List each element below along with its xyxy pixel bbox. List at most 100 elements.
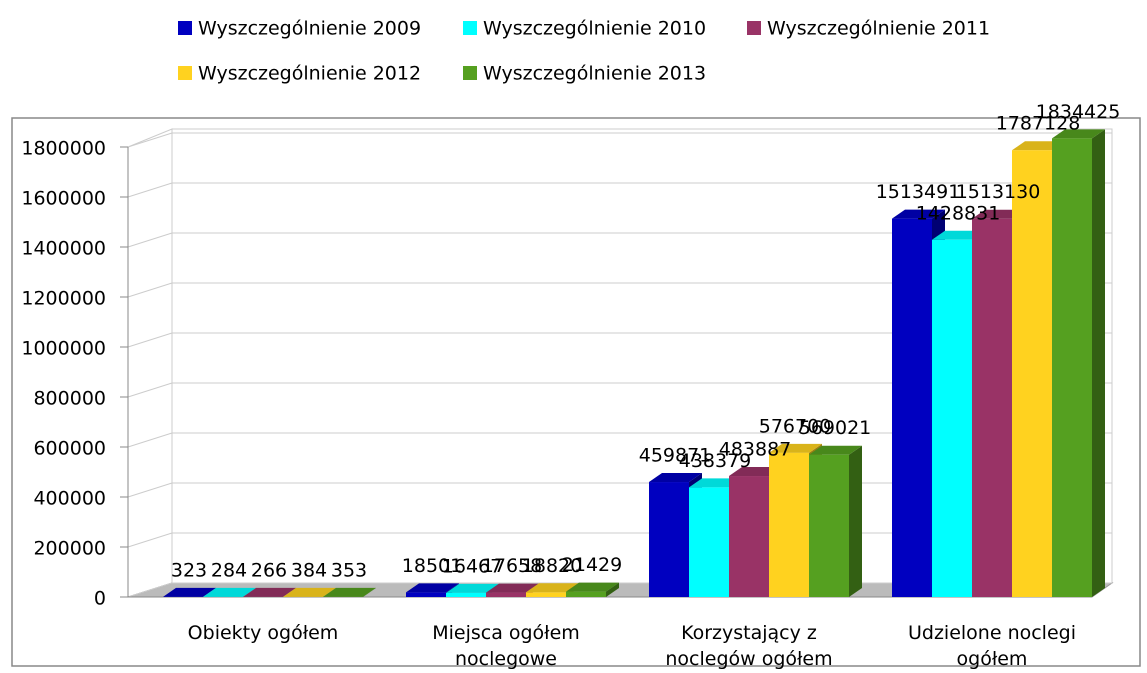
bar-face xyxy=(972,209,1025,219)
bar xyxy=(323,587,376,597)
data-label: 21429 xyxy=(562,554,622,576)
data-label: 1834425 xyxy=(1036,101,1121,123)
bar-face xyxy=(566,582,619,592)
bar-face xyxy=(809,445,862,455)
legend-swatch xyxy=(178,66,192,80)
bar-face xyxy=(729,467,782,477)
bar-face xyxy=(892,209,945,219)
legend-swatch xyxy=(747,21,761,35)
bar-face xyxy=(526,583,579,593)
bar-face xyxy=(1052,138,1092,598)
grid-line xyxy=(127,432,173,448)
data-label: 1513491 xyxy=(876,181,961,203)
bar-face xyxy=(689,487,729,597)
grid-line xyxy=(127,482,173,498)
bar-face xyxy=(1052,129,1105,139)
bar-face xyxy=(649,482,689,597)
bar-face xyxy=(526,592,566,597)
grid-line xyxy=(127,132,173,148)
y-tick-label: 1800000 xyxy=(21,138,106,160)
bar-face xyxy=(406,592,446,597)
data-label: 16467 xyxy=(442,555,502,577)
bar-face xyxy=(283,587,336,597)
legend-swatch xyxy=(463,21,477,35)
bar-face xyxy=(972,218,1012,597)
data-label: 1428831 xyxy=(916,202,1001,224)
bar-face xyxy=(163,587,216,597)
bar-face xyxy=(729,476,769,597)
grid-line xyxy=(127,182,173,198)
data-label: 384 xyxy=(291,559,327,581)
y-tick-label: 1600000 xyxy=(21,188,106,210)
y-tick-label: 1200000 xyxy=(21,288,106,310)
legend-swatch xyxy=(463,66,477,80)
grid-line xyxy=(127,532,173,548)
y-tick-label: 200000 xyxy=(33,538,106,560)
y-tick-label: 1400000 xyxy=(21,238,106,260)
bar-face xyxy=(1092,129,1105,598)
bar-face xyxy=(486,592,526,597)
data-label: 18501 xyxy=(402,555,462,577)
bar-face xyxy=(1012,150,1052,597)
bar-face xyxy=(892,218,932,597)
bar-face xyxy=(809,454,849,597)
legend-swatch xyxy=(178,21,192,35)
data-label: 569021 xyxy=(799,417,872,439)
grid-line xyxy=(127,282,173,298)
y-tick-label: 0 xyxy=(94,588,106,610)
bar-face xyxy=(649,473,702,483)
bar-face xyxy=(932,230,985,240)
legend-label: Wyszczególnienie 2013 xyxy=(483,63,706,85)
x-tick-label: Miejsca ogółem noclegowe xyxy=(432,622,580,670)
y-tick-label: 800000 xyxy=(33,388,106,410)
bar-face xyxy=(932,239,972,598)
bar-face xyxy=(849,445,862,597)
bar-face xyxy=(243,587,296,597)
bar xyxy=(1052,129,1105,598)
bar-face xyxy=(486,583,539,593)
data-label: 323 xyxy=(171,559,207,581)
bar-face xyxy=(606,582,619,597)
bar xyxy=(809,445,862,597)
side-wall xyxy=(127,128,173,598)
data-label: 1787128 xyxy=(996,113,1081,135)
data-label: 266 xyxy=(251,559,287,581)
grid-line xyxy=(127,382,173,398)
legend-label: Wyszczególnienie 2009 xyxy=(198,18,421,40)
bar-face xyxy=(769,452,809,597)
bar-face xyxy=(689,478,742,488)
legend-label: Wyszczególnienie 2010 xyxy=(483,18,706,40)
data-label: 1513130 xyxy=(956,181,1041,203)
bar-face xyxy=(446,583,499,593)
x-tick-label: Obiekty ogółem xyxy=(187,622,339,644)
bar-face xyxy=(769,443,822,453)
grid-line xyxy=(127,332,173,348)
bar-face xyxy=(566,591,606,597)
data-label: 17658 xyxy=(482,555,542,577)
bar-face xyxy=(446,592,486,597)
y-tick-label: 600000 xyxy=(33,438,106,460)
data-label: 483887 xyxy=(719,439,792,461)
frame xyxy=(11,117,1141,667)
bar-face xyxy=(323,587,376,597)
legend-label: Wyszczególnienie 2012 xyxy=(198,63,421,85)
data-label: 459871 xyxy=(639,445,712,467)
bar-face xyxy=(406,583,459,593)
data-label: 18820 xyxy=(522,555,582,577)
bar-face xyxy=(1012,141,1065,151)
legend-label: Wyszczególnienie 2011 xyxy=(767,18,990,40)
data-label: 353 xyxy=(331,559,367,581)
y-tick-label: 400000 xyxy=(33,488,106,510)
grid-line xyxy=(127,582,173,598)
x-tick-label: Korzystający z noclegów ogółem xyxy=(665,622,833,670)
bar xyxy=(566,582,619,597)
data-label: 438379 xyxy=(679,450,752,472)
data-label: 284 xyxy=(211,559,247,581)
grid-line xyxy=(127,232,173,248)
x-tick-label: Udzielone noclegi ogółem xyxy=(907,622,1076,670)
data-label: 576700 xyxy=(759,415,832,437)
bar-face xyxy=(363,587,376,597)
bar-face xyxy=(203,587,256,597)
